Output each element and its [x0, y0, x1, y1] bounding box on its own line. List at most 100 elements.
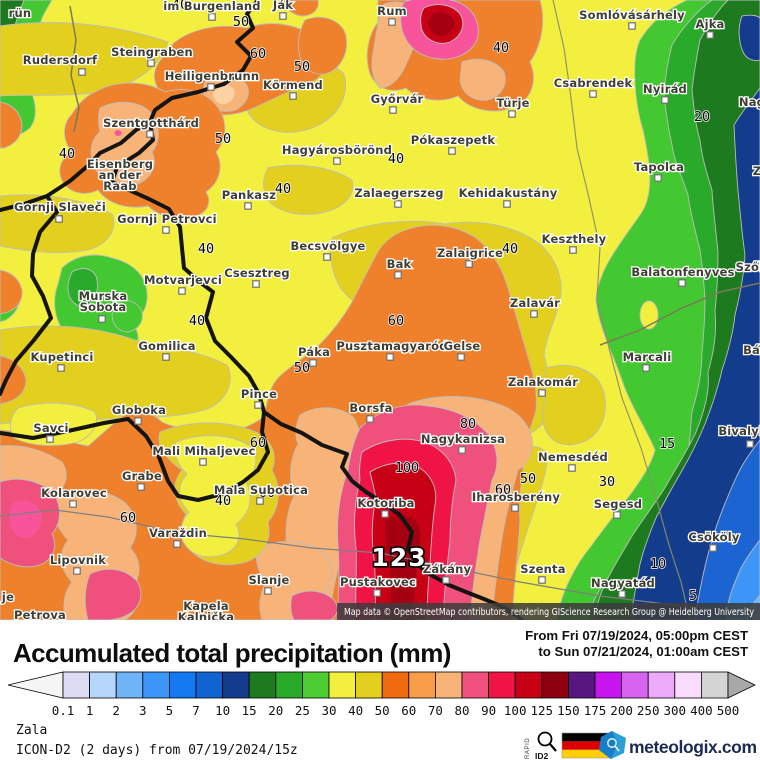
- town-marker: [678, 279, 686, 287]
- town-label: Lipovnik: [50, 553, 106, 567]
- town-label: Gornji Petrovci: [117, 212, 217, 226]
- scale-cell: [115, 671, 144, 699]
- town-marker: [162, 353, 170, 361]
- town-label: Hagyárosbörönd: [282, 143, 392, 157]
- contour-value-label: 5: [689, 588, 697, 604]
- town-label: Grabe: [122, 469, 162, 483]
- contour-value-label: 50: [294, 59, 310, 75]
- contour-value-label: 50: [520, 471, 536, 487]
- contour-value-label: 40: [215, 493, 231, 509]
- scale-tick-label: 60: [401, 703, 416, 718]
- scale-tick-label: 0.1: [52, 703, 75, 718]
- contour-value-label: 40: [275, 181, 291, 197]
- town-label: je: [1, 590, 14, 604]
- contour-value-label: 10: [650, 556, 666, 572]
- town-marker: [69, 500, 77, 508]
- contour-value-label: 40: [198, 241, 214, 257]
- town-label: Zalakomár: [508, 375, 578, 389]
- town-marker: [661, 96, 669, 104]
- town-label: Szőlős: [736, 260, 760, 274]
- town-marker: [538, 576, 546, 584]
- town-label: Nagykanizsa: [421, 432, 505, 446]
- town-marker: [442, 576, 450, 584]
- scale-cell: [355, 671, 383, 699]
- contour-value-label: 60: [388, 313, 404, 329]
- town-marker: [568, 464, 576, 472]
- town-label: Heiligenbrunn: [165, 69, 260, 83]
- contour-value-label: 40: [59, 146, 75, 162]
- town-label: Csabrendek: [554, 76, 633, 90]
- scale-tick-label: 70: [428, 703, 443, 718]
- town-label: Bivalybaszn: [718, 424, 760, 438]
- town-label: Globoka: [112, 403, 166, 417]
- scale-cell: [408, 671, 436, 699]
- town-label: Iharosberény: [472, 490, 561, 504]
- scale-cell: [62, 671, 91, 699]
- town-label: Pince: [241, 387, 277, 401]
- scale-cell: [701, 671, 729, 699]
- contour-value-label: 100: [395, 460, 419, 476]
- town-marker: [146, 130, 154, 138]
- magnifier-icon: [537, 731, 553, 747]
- town-label: Rudersdorf: [23, 53, 98, 67]
- town-marker: [394, 200, 402, 208]
- scale-tick-label: 400: [690, 703, 713, 718]
- town-label: Kotoriba: [357, 496, 414, 510]
- town-marker: [137, 483, 145, 491]
- scale-cell: [248, 671, 277, 699]
- scale-tick-label: 500: [717, 703, 740, 718]
- town-marker: [503, 200, 511, 208]
- town-marker: [538, 389, 546, 397]
- scale-tick-label: 150: [557, 703, 580, 718]
- meteologix-logo[interactable]: meteologix.com: [599, 731, 757, 759]
- valid-from-date: From Fri 07/19/2024, 05:00pm CEST: [525, 628, 748, 643]
- scale-tick-label: 300: [664, 703, 687, 718]
- town-marker: [256, 497, 264, 505]
- scale-tick-label: 90: [481, 703, 496, 718]
- town-marker: [46, 435, 54, 443]
- scale-cell: [647, 671, 676, 699]
- town-label: Eisenberg an der Raab: [87, 157, 153, 193]
- town-marker: [98, 315, 106, 323]
- town-label: Savci: [33, 421, 68, 435]
- town-label: Zalavár: [510, 296, 560, 310]
- scale-tick-label: 125: [531, 703, 554, 718]
- town-label: Pustakovec: [340, 575, 416, 589]
- scale-tick-label: 200: [610, 703, 633, 718]
- town-label: Báz: [743, 343, 760, 357]
- town-label: Zákány: [423, 562, 472, 576]
- town-label: Segesd: [594, 497, 642, 511]
- scale-cell: [514, 671, 543, 699]
- scale-tick-label: 30: [321, 703, 336, 718]
- map-attribution: Map data © OpenStreetMap contributors, r…: [337, 603, 760, 620]
- town-label: Rum: [377, 4, 407, 18]
- town-marker: [264, 587, 272, 595]
- scale-tick-label: 20: [268, 703, 283, 718]
- town-label: Borsfa: [349, 401, 392, 415]
- town-label: Szenta: [520, 562, 565, 576]
- town-marker: [162, 226, 170, 234]
- town-marker: [366, 415, 374, 423]
- town-marker: [613, 511, 621, 519]
- town-marker: [386, 353, 394, 361]
- contour-value-label: 40: [172, 0, 188, 13]
- contour-value-label: 40: [493, 40, 509, 56]
- town-label: Keszthely: [542, 232, 607, 246]
- rapid-label: RAPID: [525, 738, 531, 759]
- town-label: Nag: [739, 95, 760, 109]
- rapid-id2-logo: RAPID ID2: [525, 731, 557, 760]
- scale-tick-label: 15: [242, 703, 257, 718]
- town-label: Mali Mihaljevec: [152, 444, 255, 458]
- scale-cell: [195, 671, 224, 699]
- town-label: Gornji Slaveči: [14, 200, 106, 214]
- town-label: Mala Subotica: [214, 483, 308, 497]
- town-marker: [511, 504, 519, 512]
- scale-cell: [275, 671, 303, 699]
- town-marker: [373, 589, 381, 597]
- town-marker: [73, 567, 81, 575]
- town-label: rün: [9, 6, 32, 20]
- scale-tick-label: 175: [584, 703, 607, 718]
- scale-tick-label: 2: [112, 703, 120, 718]
- town-label: Balatonfenyves: [631, 265, 734, 279]
